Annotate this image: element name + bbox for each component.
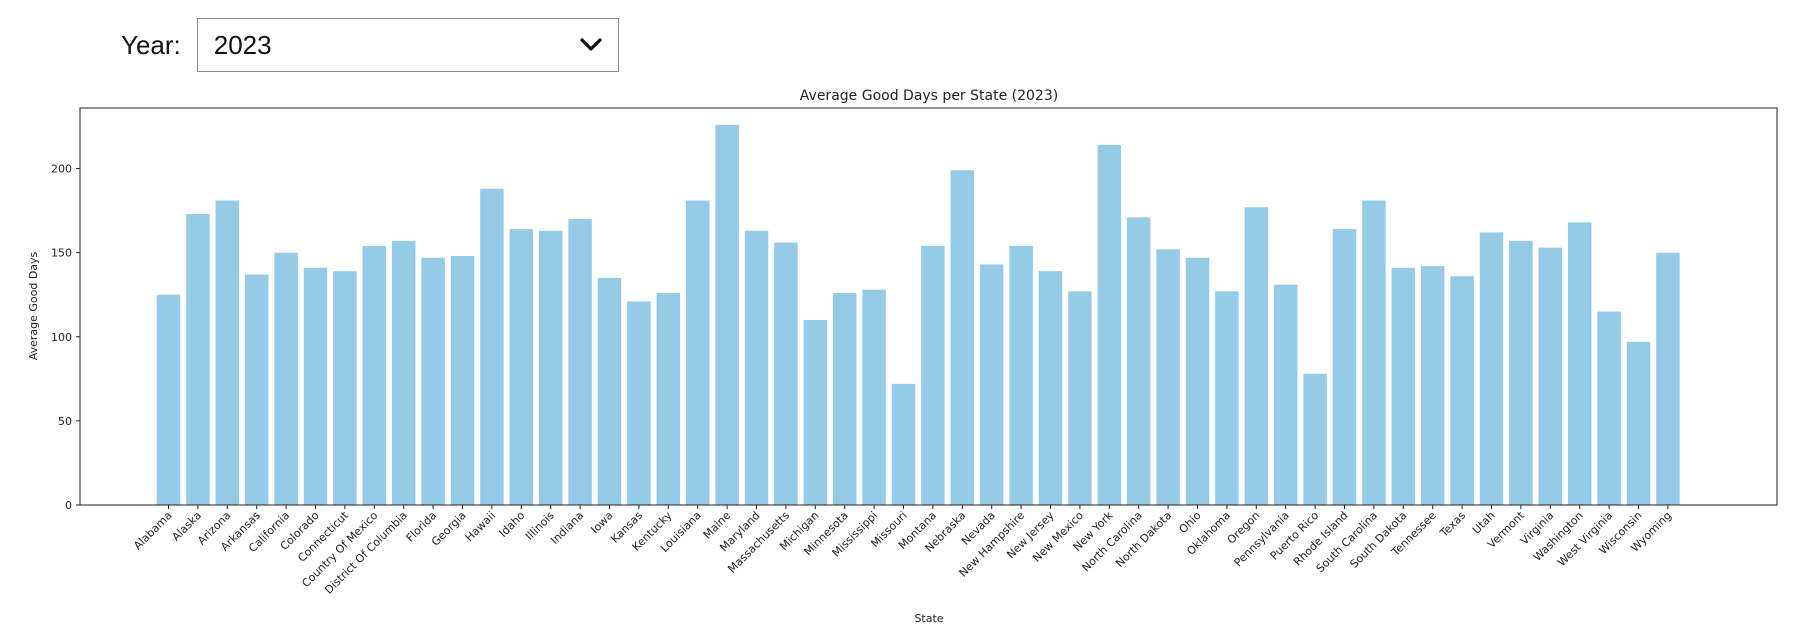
y-tick-label: 200 [51, 163, 72, 176]
bar-michigan [803, 319, 828, 505]
y-ticks-group: 0 50 100 150 200 [51, 163, 80, 512]
bar-west-virginia [1597, 311, 1621, 505]
bar-country-of-mexico [362, 245, 387, 505]
year-select-value: 2023 [213, 29, 272, 60]
bar-south-dakota [1391, 267, 1416, 505]
bar-mississippi [862, 289, 886, 505]
y-tick-label: 100 [51, 331, 72, 344]
bar-utah [1479, 232, 1504, 506]
bar-california [274, 252, 298, 505]
x-tick-label: Indiana [548, 509, 586, 547]
bar-puerto-rico [1303, 373, 1327, 505]
x-tick-label: Alabama [131, 509, 174, 552]
bar-kansas [627, 301, 651, 505]
bar-oklahoma [1215, 291, 1239, 505]
y-tick-label: 50 [58, 415, 72, 428]
bar-idaho [509, 229, 534, 505]
bar-north-carolina [1126, 217, 1151, 506]
bar-montana [921, 245, 945, 505]
bar-wisconsin [1626, 341, 1651, 505]
bar-alabama [156, 294, 181, 505]
bar-indiana [568, 219, 592, 505]
bar-hawaii [480, 188, 504, 505]
bar-rhode-island [1332, 229, 1357, 505]
bar-vermont [1509, 240, 1533, 505]
bar-georgia [450, 256, 475, 505]
bar-tennessee [1420, 266, 1445, 505]
bar-maine [715, 124, 739, 506]
bar-washington [1567, 222, 1592, 505]
bar-wyoming [1656, 252, 1680, 505]
bar-virginia [1538, 247, 1563, 506]
bar-nebraska [950, 170, 975, 506]
x-tick-label: Hawaii [463, 509, 498, 544]
bar-new-hampshire [1009, 245, 1033, 505]
year-filter: Year: 2023 [121, 17, 619, 73]
bar-missouri [891, 383, 916, 505]
bar-ohio [1185, 257, 1210, 505]
bar-pennsylvania [1273, 284, 1298, 505]
bar-massachusetts [774, 242, 798, 505]
year-select[interactable]: 2023 [196, 18, 619, 72]
bar-nevada [979, 264, 1004, 505]
bar-minnesota [832, 293, 857, 505]
plot-frame [79, 107, 1778, 506]
bar-alaska [186, 213, 210, 505]
x-tick-label: Texas [1437, 509, 1469, 541]
chart-title: Average Good Days per State (2023) [800, 88, 1058, 104]
bar-new-mexico [1068, 291, 1092, 505]
chevron-down-icon [580, 38, 602, 51]
x-ticks-group: AlabamaAlaskaArizonaArkansasCaliforniaCo… [131, 505, 1674, 597]
bar-arizona [215, 200, 240, 505]
bar-south-carolina [1362, 200, 1386, 505]
year-label: Year: [121, 29, 181, 60]
bar-illinois [538, 230, 563, 505]
bars-group [156, 124, 1680, 506]
bar-arkansas [244, 274, 269, 505]
bar-kentucky [656, 293, 681, 505]
y-axis-label: Average Good Days [27, 251, 40, 360]
x-axis-label: State [914, 612, 943, 625]
bar-louisiana [685, 200, 710, 505]
bar-new-jersey [1038, 271, 1063, 505]
bar-new-york [1097, 145, 1122, 505]
bar-texas [1450, 276, 1474, 505]
bar-florida [421, 257, 445, 505]
bar-colorado [303, 267, 328, 505]
bar-north-dakota [1156, 249, 1180, 505]
bar-iowa [597, 277, 622, 505]
x-tick-label: Idaho [497, 509, 528, 540]
y-tick-label: 0 [65, 499, 72, 512]
bar-connecticut [333, 271, 357, 505]
bar-maryland [744, 230, 769, 505]
bar-district-of-columbia [391, 240, 416, 505]
bar-oregon [1244, 207, 1269, 505]
y-tick-label: 150 [51, 247, 72, 260]
